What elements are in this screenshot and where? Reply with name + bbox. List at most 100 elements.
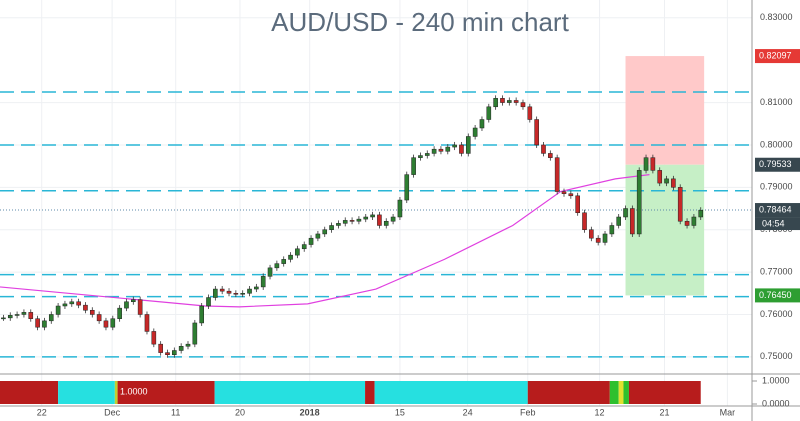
indicator-segment xyxy=(628,381,701,404)
candle xyxy=(247,288,252,294)
grid xyxy=(0,0,752,406)
candle xyxy=(582,212,587,230)
candle xyxy=(144,314,150,332)
candle xyxy=(349,220,355,222)
candle xyxy=(377,214,382,226)
candle xyxy=(267,267,273,277)
x-tick-label: 20 xyxy=(235,407,245,417)
moving-average xyxy=(0,174,650,308)
candle xyxy=(165,352,170,355)
candle xyxy=(404,174,410,201)
candle xyxy=(76,301,81,306)
candle xyxy=(151,331,157,345)
candle xyxy=(493,98,498,108)
price-label: 0.79533 xyxy=(759,159,792,169)
candle xyxy=(650,157,656,171)
stop-zone xyxy=(625,56,705,165)
candle xyxy=(336,223,341,226)
candle xyxy=(452,144,457,148)
indicator-segment xyxy=(114,381,118,404)
candle xyxy=(541,144,546,154)
candle xyxy=(589,229,594,239)
candle xyxy=(561,191,567,194)
candle xyxy=(240,293,245,295)
candle xyxy=(274,263,280,269)
candle xyxy=(630,208,635,235)
candle xyxy=(21,312,27,315)
indicator-segment xyxy=(117,381,215,404)
candle xyxy=(42,320,47,328)
candle xyxy=(158,343,163,353)
candle xyxy=(595,237,601,243)
candle xyxy=(664,178,669,184)
candle xyxy=(609,225,615,235)
candle xyxy=(397,199,403,218)
price-label-box xyxy=(755,203,800,218)
candle xyxy=(185,343,191,347)
candle xyxy=(1,317,6,320)
candle xyxy=(199,305,204,324)
candle xyxy=(55,305,61,315)
indicator-segment xyxy=(527,381,610,404)
candle xyxy=(363,216,369,220)
candle xyxy=(486,106,492,120)
candle xyxy=(342,220,348,224)
x-tick-label: Feb xyxy=(520,407,536,417)
x-tick-label: 24 xyxy=(463,407,473,417)
candle xyxy=(459,144,464,154)
candle xyxy=(411,157,416,175)
y-tick-label: 0.80000 xyxy=(760,139,793,149)
candle xyxy=(288,254,293,260)
candle xyxy=(616,216,621,226)
plot xyxy=(0,56,752,358)
y-tick-label: 0.83000 xyxy=(760,12,793,22)
indicator-segment xyxy=(365,381,375,404)
candle xyxy=(117,307,122,319)
candle xyxy=(479,119,485,129)
candle xyxy=(48,314,54,322)
candle xyxy=(219,288,225,292)
candle xyxy=(226,290,232,294)
candle xyxy=(301,244,307,250)
countdown: 04:54 xyxy=(762,218,785,228)
candle xyxy=(96,314,102,322)
candle xyxy=(295,248,300,256)
candle xyxy=(698,209,704,218)
candle xyxy=(424,153,430,156)
candle xyxy=(356,218,362,222)
candle xyxy=(35,318,40,328)
indicator-segment xyxy=(623,381,629,404)
candle xyxy=(254,286,259,290)
indicator-segment xyxy=(374,381,528,404)
indicator-segment xyxy=(214,381,366,404)
candle xyxy=(192,322,198,345)
candle xyxy=(554,157,560,192)
x-tick-label: 2018 xyxy=(300,407,320,417)
candle xyxy=(684,220,690,226)
indicator-tick-label: 1.0000 xyxy=(762,375,790,385)
chart-title: AUD/USD - 240 min chart xyxy=(271,7,569,37)
price-label: 0.82097 xyxy=(759,50,792,60)
candle xyxy=(527,106,533,120)
candle xyxy=(103,320,109,328)
candle xyxy=(520,102,526,108)
candle xyxy=(568,193,574,197)
indicator-value: 1.0000 xyxy=(120,386,148,396)
candle xyxy=(472,127,478,137)
x-tick-label: 11 xyxy=(171,407,180,417)
candle xyxy=(281,259,287,264)
candle xyxy=(137,299,143,315)
candle xyxy=(370,214,375,218)
y-tick-label: 0.79000 xyxy=(760,182,793,192)
candle xyxy=(315,233,321,239)
candle xyxy=(513,100,519,103)
candle xyxy=(691,216,697,226)
countdown-box xyxy=(755,217,800,231)
x-tick-label: 12 xyxy=(595,407,605,417)
candle xyxy=(329,225,334,230)
candle xyxy=(602,233,608,243)
candle xyxy=(431,148,437,154)
candle xyxy=(124,301,129,309)
candle xyxy=(178,346,184,351)
